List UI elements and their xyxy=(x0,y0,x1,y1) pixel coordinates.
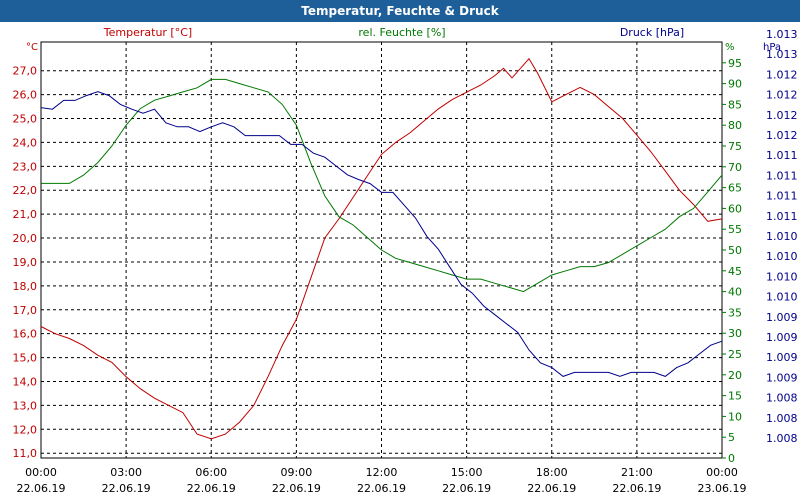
humidity-tick-label: 70 xyxy=(728,161,742,174)
x-tick-time: 00:00 xyxy=(706,466,738,479)
pressure-tick-label: 1.012 xyxy=(766,89,798,102)
pressure-tick-label: 1.008 xyxy=(766,392,798,405)
pressure-unit-label: hPa xyxy=(763,42,781,53)
humidity-tick-label: 30 xyxy=(728,327,742,340)
temperature-tick-label: 16,0 xyxy=(13,328,38,341)
humidity-tick-label: 85 xyxy=(728,98,742,111)
pressure-tick-label: 1.012 xyxy=(766,109,798,122)
temperature-series-line xyxy=(40,57,723,440)
pressure-tick-label: 1.009 xyxy=(766,331,798,344)
weather-chart: Temperatur [°C] rel. Feuchte [%] Druck [… xyxy=(13,26,798,495)
pressure-series-label: Druck [hPa] xyxy=(620,26,684,39)
pressure-tick-label: 1.009 xyxy=(766,371,798,384)
pressure-tick-label: 1.013 xyxy=(766,48,798,61)
pressure-tick-label: 1.011 xyxy=(766,169,798,182)
tick-labels: 00:00 22.06.19 03:00 22.06.19 06:00 22.06.19 0… xyxy=(13,28,798,495)
temperature-tick-label: 22,0 xyxy=(13,184,38,197)
humidity-tick-label: 50 xyxy=(728,244,742,257)
temperature-tick-label: 21,0 xyxy=(13,208,38,221)
humidity-series-label: rel. Feuchte [%] xyxy=(358,26,445,39)
pressure-series-line xyxy=(40,91,723,377)
temperature-tick-label: 18,0 xyxy=(13,280,38,293)
humidity-tick-label: 15 xyxy=(728,390,742,403)
humidity-tick-label: 55 xyxy=(728,223,742,236)
humidity-tick-label: 90 xyxy=(728,78,742,91)
humidity-tick-label: 25 xyxy=(728,348,742,361)
pressure-tick-label: 1.010 xyxy=(766,230,798,243)
x-tick-date: 22.06.19 xyxy=(357,482,406,495)
temperature-tick-label: 20,0 xyxy=(13,232,38,245)
x-tick-time: 15:00 xyxy=(451,466,483,479)
temperature-tick-label: 12,0 xyxy=(13,423,38,436)
humidity-tick-label: 40 xyxy=(728,286,742,299)
x-tick-time: 00:00 xyxy=(25,466,57,479)
x-tick-date: 22.06.19 xyxy=(102,482,151,495)
x-tick-time: 06:00 xyxy=(195,466,227,479)
x-tick-time: 18:00 xyxy=(536,466,568,479)
x-tick-time: 21:00 xyxy=(621,466,653,479)
humidity-tick-label: 80 xyxy=(728,119,742,132)
x-tick-time: 12:00 xyxy=(366,466,398,479)
x-tick-time: 09:00 xyxy=(281,466,313,479)
series-lines xyxy=(40,57,723,440)
temperature-tick-label: 24,0 xyxy=(13,136,38,149)
pressure-tick-label: 1.013 xyxy=(766,28,798,41)
humidity-tick-label: 75 xyxy=(728,140,742,153)
humidity-tick-label: 60 xyxy=(728,202,742,215)
pressure-tick-label: 1.012 xyxy=(766,68,798,81)
pressure-tick-label: 1.010 xyxy=(766,270,798,283)
humidity-tick-label: 5 xyxy=(728,431,735,444)
temperature-unit-label: °C xyxy=(26,42,38,53)
pressure-tick-label: 1.010 xyxy=(766,291,798,304)
window-title: Temperatur, Feuchte & Druck xyxy=(0,0,800,22)
x-tick-time: 03:00 xyxy=(110,466,142,479)
pressure-tick-label: 1.011 xyxy=(766,149,798,162)
x-tick-date: 22.06.19 xyxy=(442,482,491,495)
pressure-tick-label: 1.011 xyxy=(766,210,798,223)
x-tick-date: 22.06.19 xyxy=(187,482,236,495)
temperature-tick-label: 23,0 xyxy=(13,160,38,173)
humidity-tick-label: 95 xyxy=(728,57,742,70)
temperature-tick-label: 15,0 xyxy=(13,352,38,365)
x-tick-date: 22.06.19 xyxy=(527,482,576,495)
x-tick-date: 22.06.19 xyxy=(272,482,321,495)
pressure-tick-label: 1.009 xyxy=(766,351,798,364)
x-tick-date: 22.06.19 xyxy=(612,482,661,495)
humidity-tick-label: 45 xyxy=(728,265,742,278)
humidity-tick-label: 10 xyxy=(728,410,742,423)
temperature-tick-label: 17,0 xyxy=(13,304,38,317)
chart-container: Temperatur [°C] rel. Feuchte [%] Druck [… xyxy=(0,22,800,500)
pressure-tick-label: 1.011 xyxy=(766,190,798,203)
humidity-series-line xyxy=(41,78,723,293)
humidity-tick-label: 35 xyxy=(728,306,742,319)
temperature-series-label: Temperatur [°C] xyxy=(103,26,192,39)
pressure-tick-label: 1.010 xyxy=(766,250,798,263)
humidity-tick-label: 0 xyxy=(728,452,735,465)
humidity-tick-label: 20 xyxy=(728,369,742,382)
temperature-tick-label: 27,0 xyxy=(13,65,38,78)
x-tick-date: 22.06.19 xyxy=(17,482,66,495)
pressure-tick-label: 1.008 xyxy=(766,432,798,445)
temperature-tick-label: 25,0 xyxy=(13,113,38,126)
pressure-tick-label: 1.009 xyxy=(766,311,798,324)
temperature-tick-label: 19,0 xyxy=(13,256,38,269)
pressure-tick-label: 1.012 xyxy=(766,129,798,142)
humidity-unit-label: % xyxy=(725,42,735,53)
x-tick-date: 23.06.19 xyxy=(698,482,747,495)
temperature-tick-label: 14,0 xyxy=(13,375,38,388)
temperature-tick-label: 13,0 xyxy=(13,399,38,412)
temperature-tick-label: 26,0 xyxy=(13,89,38,102)
temperature-tick-label: 11,0 xyxy=(13,447,38,460)
humidity-tick-label: 65 xyxy=(728,182,742,195)
pressure-tick-label: 1.008 xyxy=(766,412,798,425)
